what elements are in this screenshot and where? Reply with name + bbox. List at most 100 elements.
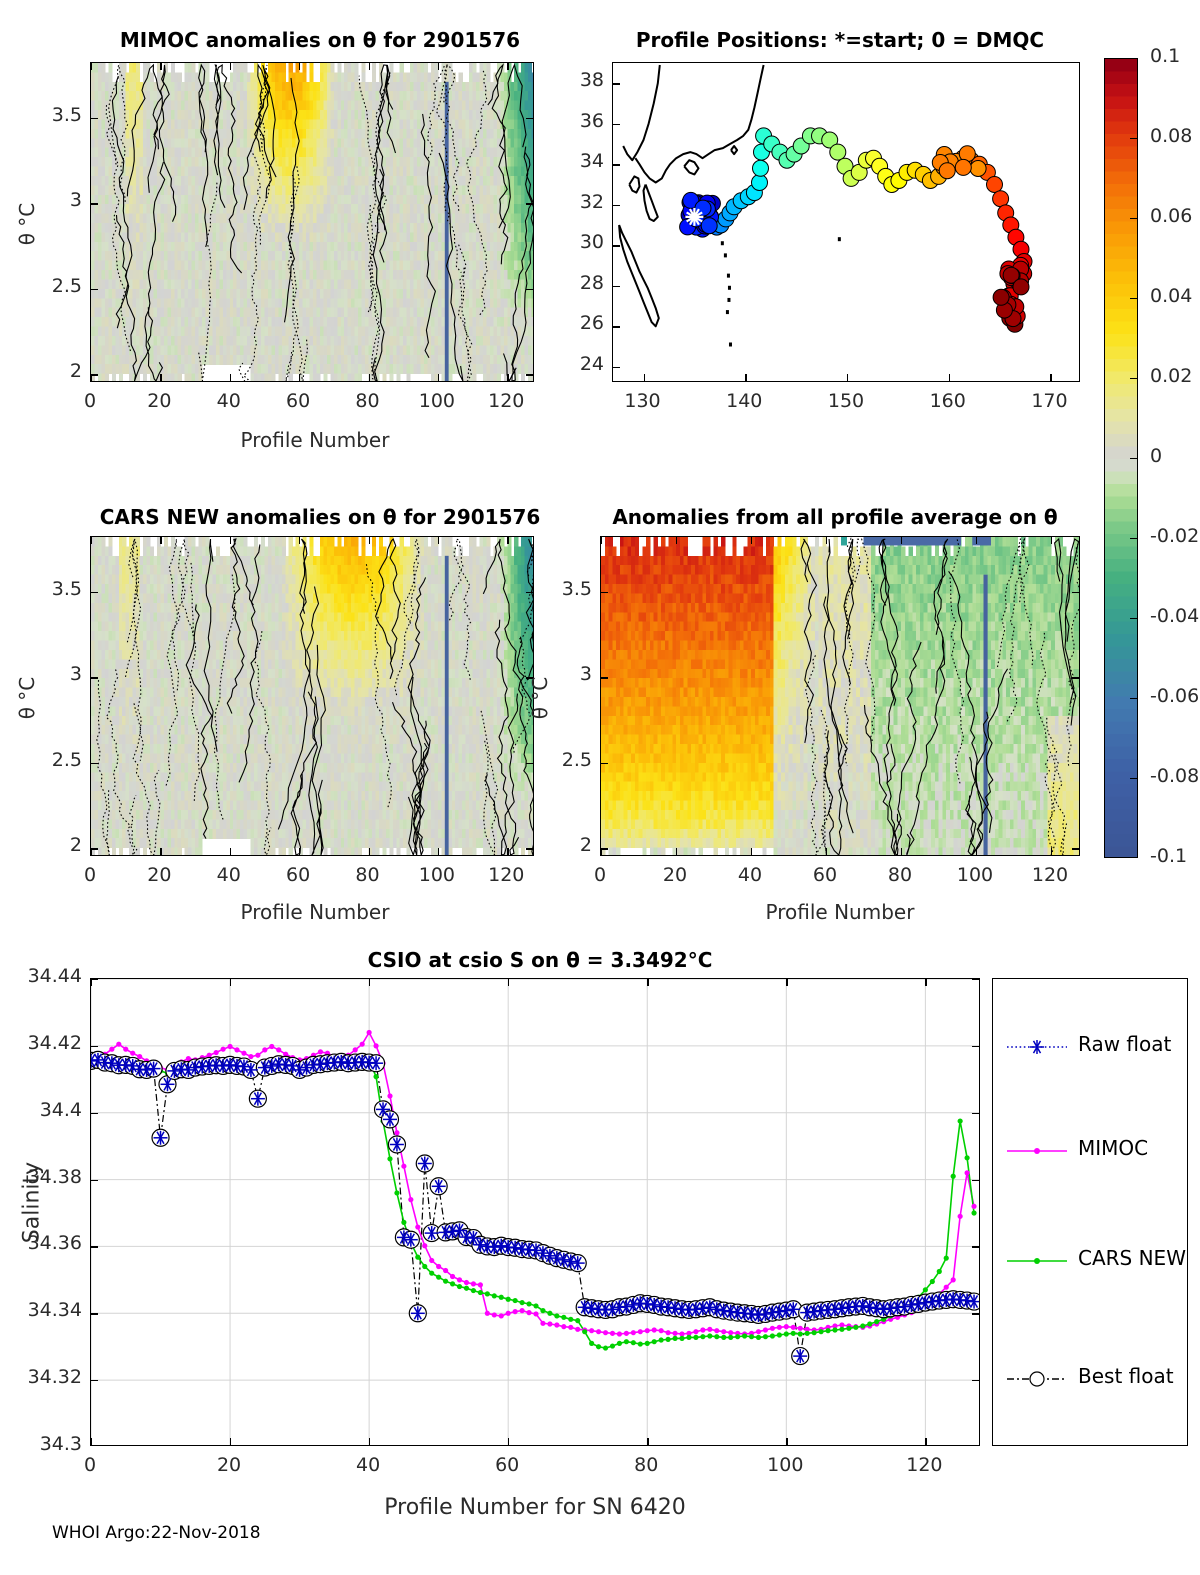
x-tick-label: 80 [634, 1454, 659, 1476]
x-tick-label: 40 [216, 864, 241, 886]
x-tick-label: 40 [356, 1454, 381, 1476]
map-x-tick-label: 160 [929, 390, 966, 412]
colorbar-tick-label: 0.1 [1150, 45, 1181, 67]
y-tick-label: 34.4 [39, 1098, 82, 1121]
figure-footer: WHOI Argo:22-Nov-2018 [52, 1523, 261, 1543]
colorbar-tick-mark [1130, 138, 1138, 140]
colorbar-tick-mark [1130, 778, 1138, 780]
map-y-tick-label: 34 [579, 150, 604, 173]
y-tick-label: 34.34 [27, 1299, 82, 1322]
panel-cars-title: CARS NEW anomalies on θ for 2901576 [99, 505, 541, 529]
x-tick-label: 60 [812, 864, 838, 886]
legend-label: MIMOC [1078, 1136, 1149, 1160]
positions-axes [612, 62, 1080, 382]
y-tick-label: 34.3 [39, 1433, 82, 1455]
y-tick-label: 2.5 [51, 748, 82, 771]
x-tick-label: 40 [737, 864, 763, 886]
csio-axes [90, 978, 980, 1446]
x-tick-label: 120 [1031, 864, 1069, 886]
colorbar-tick-label: -0.02 [1150, 525, 1200, 547]
x-tick-label: 80 [355, 864, 380, 886]
map-y-tick-label: 30 [579, 231, 604, 254]
csio-legend [992, 978, 1188, 1446]
y-tick-label: 2.5 [561, 748, 592, 771]
allprofile-xlabel: Profile Number [765, 900, 915, 924]
y-tick-label: 3.5 [561, 577, 592, 600]
colorbar-gradient [1104, 58, 1138, 858]
x-tick-label: 120 [906, 1454, 943, 1476]
colorbar-tick-mark [1130, 538, 1138, 540]
colorbar-tick-mark [1130, 378, 1138, 380]
x-tick-label: 60 [495, 1454, 520, 1476]
map-x-tick-label: 170 [1031, 390, 1068, 412]
y-tick-label: 3.5 [51, 577, 82, 600]
panel-positions-title: Profile Positions: *=start; 0 = DMQC [635, 28, 1045, 52]
colorbar-tick-label: 0.02 [1150, 365, 1193, 387]
map-x-tick-label: 150 [827, 390, 865, 412]
y-tick-label: 34.32 [27, 1366, 82, 1389]
y-tick-label: 3.5 [51, 103, 82, 126]
x-tick-label: 20 [147, 390, 172, 412]
x-tick-label: 100 [418, 864, 455, 886]
x-tick-label: 0 [83, 864, 97, 886]
x-tick-label: 0 [83, 390, 97, 412]
colorbar-tick-mark [1130, 218, 1138, 220]
x-tick-label: 0 [83, 1454, 97, 1476]
x-tick-label: 20 [216, 1454, 242, 1476]
y-tick-label: 2 [69, 834, 82, 857]
colorbar-tick-label: 0.06 [1150, 205, 1193, 227]
y-tick-label: 34.38 [27, 1165, 82, 1188]
y-tick-label: 3 [69, 189, 82, 212]
x-tick-label: 120 [488, 390, 525, 412]
csio-ylabel: Salinity [19, 1161, 45, 1244]
y-tick-label: 3 [579, 663, 592, 686]
legend-label: CARS NEW [1078, 1246, 1186, 1270]
map-y-tick-label: 28 [579, 271, 604, 294]
x-tick-label: 40 [216, 390, 241, 412]
colorbar-tick-mark [1130, 458, 1138, 460]
x-tick-label: 0 [593, 864, 607, 886]
map-y-tick-label: 26 [579, 312, 604, 335]
x-tick-label: 60 [286, 390, 311, 412]
map-y-tick-label: 32 [579, 190, 604, 213]
panel-mimoc-title: MIMOC anomalies on θ for 2901576 [119, 28, 521, 52]
map-x-tick-label: 140 [726, 390, 763, 412]
map-y-tick-label: 38 [579, 69, 604, 92]
x-tick-label: 60 [286, 864, 311, 886]
x-tick-label: 80 [355, 390, 380, 412]
colorbar-tick-label: -0.04 [1150, 605, 1200, 627]
map-y-tick-label: 36 [579, 109, 604, 132]
x-tick-label: 120 [488, 864, 525, 886]
legend-label: Raw float [1078, 1032, 1172, 1056]
colorbar-tick-label: 0 [1150, 445, 1163, 467]
y-tick-label: 2.5 [51, 274, 82, 297]
colorbar-tick-label: -0.08 [1150, 765, 1200, 787]
colorbar-tick-label: 0.08 [1150, 125, 1193, 147]
colorbar-tick-label: -0.1 [1150, 845, 1188, 867]
x-tick-label: 80 [887, 864, 913, 886]
colorbar-tick-label: -0.06 [1150, 685, 1200, 707]
y-tick-label: 2 [579, 834, 592, 857]
legend-label: Best float [1078, 1364, 1174, 1388]
colorbar-tick-mark [1130, 698, 1138, 700]
x-tick-label: 20 [147, 864, 172, 886]
map-y-tick-label: 24 [579, 352, 604, 375]
panel-allprofile-title: Anomalies from all profile average on θ [612, 505, 1058, 529]
x-tick-label: 20 [662, 864, 688, 886]
csio-xlabel: Profile Number for SN 6420 [384, 1495, 686, 1520]
allprofile-axes [600, 536, 1080, 856]
y-tick-label: 34.44 [27, 965, 82, 987]
cars-axes [90, 536, 534, 856]
y-tick-label: 34.42 [27, 1031, 82, 1054]
x-tick-label: 100 [767, 1454, 804, 1476]
y-tick-label: 3 [69, 663, 82, 686]
map-x-tick-label: 130 [624, 390, 661, 412]
x-tick-label: 100 [956, 864, 994, 886]
mimoc-xlabel: Profile Number [240, 428, 390, 452]
mimoc-axes [90, 62, 534, 382]
colorbar-tick-mark [1130, 298, 1138, 300]
colorbar-tick-mark [1130, 618, 1138, 620]
panel-csio-title: CSIO at csio S on θ = 3.3492°C [367, 948, 713, 972]
colorbar-tick-label: 0.04 [1150, 285, 1193, 307]
cars-xlabel: Profile Number [240, 900, 390, 924]
